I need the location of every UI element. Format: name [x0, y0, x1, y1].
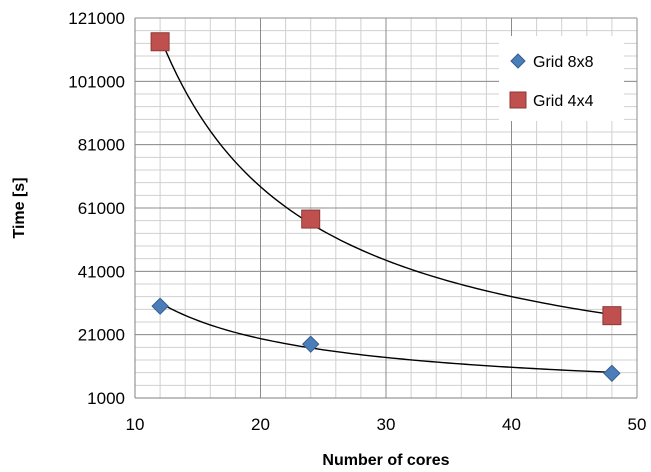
y-tick-label: 1000 — [87, 389, 125, 408]
legend-marker-grid-4x4 — [509, 91, 527, 109]
x-tick-label: 30 — [377, 415, 396, 434]
y-axis-title: Time [s] — [11, 177, 28, 238]
data-point-grid-8x8 — [301, 335, 320, 353]
x-tick-label: 50 — [628, 415, 647, 434]
legend-label-grid-4x4: Grid 4x4 — [533, 93, 594, 110]
legend: Grid 8x8 Grid 4x4 — [499, 36, 624, 121]
legend-label-grid-8x8: Grid 8x8 — [533, 54, 594, 71]
data-point-grid-4x4 — [301, 209, 321, 229]
trendline-grid-4x4 — [159, 36, 613, 316]
legend-marker-grid-8x8 — [510, 53, 526, 69]
data-point-grid-4x4 — [150, 32, 170, 52]
trendline-grid-8x8 — [159, 302, 612, 374]
data-point-grid-8x8 — [603, 364, 621, 383]
y-tick-label: 41000 — [78, 262, 125, 281]
y-tick-label: 121000 — [68, 9, 125, 28]
x-tick-labels: 10 20 30 40 50 — [126, 415, 647, 434]
data-point-grid-4x4 — [602, 306, 622, 326]
x-tick-label: 40 — [502, 415, 521, 434]
x-axis-title: Number of cores — [322, 452, 449, 469]
trendlines — [159, 36, 613, 374]
x-tick-label: 10 — [126, 415, 145, 434]
y-tick-labels: 1000 21000 41000 61000 81000 101000 121000 — [68, 9, 125, 408]
data-point-grid-8x8 — [151, 297, 169, 315]
y-tick-label: 21000 — [78, 326, 125, 345]
data-points — [150, 32, 622, 383]
y-tick-label: 61000 — [78, 199, 125, 218]
x-tick-label: 20 — [251, 415, 270, 434]
y-tick-label: 81000 — [78, 136, 125, 155]
y-tick-label: 101000 — [68, 72, 125, 91]
